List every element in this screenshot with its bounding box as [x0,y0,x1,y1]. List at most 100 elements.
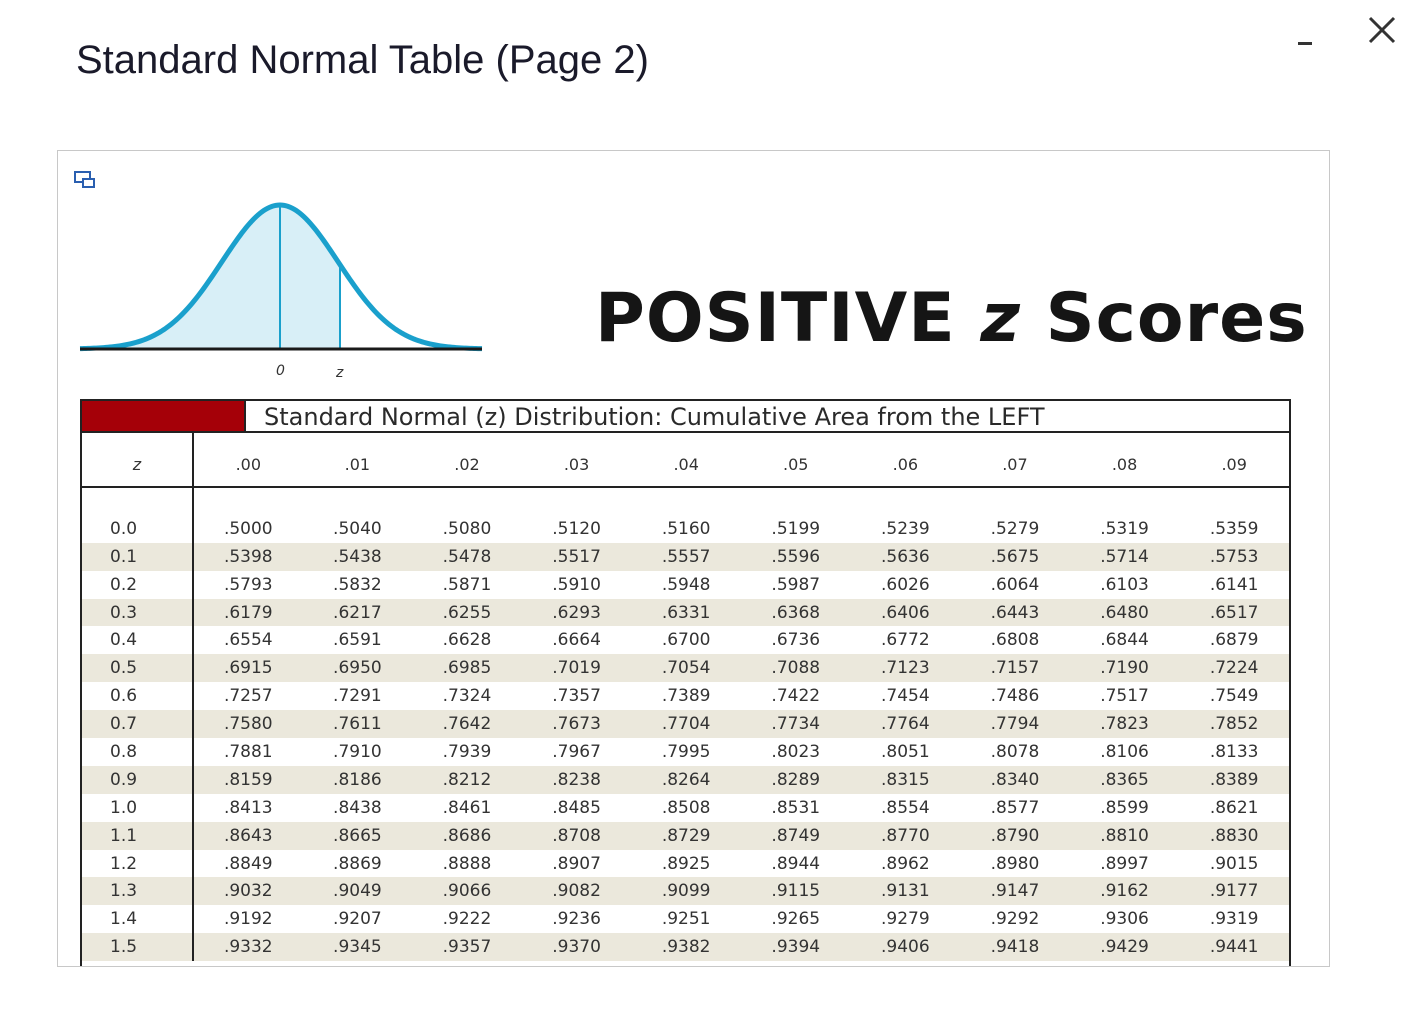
z-value-cell: 1.5 [82,933,194,962]
probability-cell: .7734 [740,710,851,739]
table-row: 0.9.8159.8186.8212.8238.8264.8289.8315.8… [82,765,1289,794]
probability-cell: .9319 [1209,909,1259,930]
curve-label-z: z [335,365,344,381]
close-icon [1368,16,1396,44]
probability-cell: .8264 [631,765,741,794]
z-value-cell: 0.7 [82,710,194,739]
probability-cell: .9394 [740,933,851,962]
probability-cell: .8159 [193,765,303,794]
table-row: 1.3.9032.9049.9066.9082.9099.9115.9131.9… [82,877,1289,906]
close-button[interactable] [1360,14,1404,54]
probability-cell: .7704 [631,710,741,739]
z-value-cell: 1.3 [82,877,194,906]
probability-cell: .7611 [302,710,413,739]
table-banner: Standard Normal (z) Distribution: Cumula… [80,399,1291,433]
probability-cell: .5080 [442,518,492,539]
figure-heading: POSITIVE z Scores [595,279,1308,358]
probability-cell: .7422 [771,686,821,707]
probability-cell: .6700 [661,630,711,651]
table-row: 1.5.9332.9345.9357.9370.9382.9394.9406.9… [82,933,1289,962]
probability-cell: .7823 [1069,710,1180,739]
probability-cell: .8790 [960,821,1070,850]
probability-cell: .8340 [960,765,1070,794]
probability-cell: .6406 [850,598,961,627]
image-frame: 0 z POSITIVE z Scores Standard Normal (z… [57,150,1330,967]
expand-image-icon[interactable] [74,171,96,191]
column-header: .09 [1179,433,1289,488]
probability-cell: .7673 [521,710,632,739]
probability-cell: .5398 [193,542,303,571]
probability-cell: .9279 [881,909,930,930]
banner-text: Standard Normal (z) Distribution: Cumula… [264,403,1045,431]
column-header: .04 [631,433,741,488]
probability-cell: .7224 [1179,654,1289,683]
probability-cell: .9099 [631,877,741,906]
table-row: 0.4 .6554 .6591 .6628 .6664 .6700 .6736 .6772 .6… [82,626,1289,655]
probability-cell: .7549 [1209,686,1259,707]
probability-cell: .8315 [850,765,961,794]
probability-cell: .5753 [1179,542,1289,571]
spacer-row [82,487,1289,515]
z-value-cell: 0.1 [82,542,194,571]
table-row: 0.1.5398.5438.5478.5517.5557.5596.5636.5… [82,542,1289,571]
z-value-cell: 1.1 [82,821,194,850]
z-value-cell: 0.3 [82,598,194,627]
probability-cell: .9177 [1179,877,1289,906]
shaded-area [80,205,340,349]
probability-cell: .8643 [193,821,303,850]
probability-cell: .6915 [193,654,303,683]
probability-cell: .5319 [1100,518,1149,539]
column-header: .01 [302,433,413,488]
probability-cell: .7157 [960,654,1070,683]
probability-cell: .8770 [850,821,961,850]
probability-cell: .9370 [521,933,632,962]
probability-cell: .8289 [740,765,851,794]
probability-cell: .8665 [302,821,413,850]
probability-cell: .5160 [661,518,711,539]
probability-cell: .5675 [960,542,1070,571]
probability-cell: .6591 [333,630,382,651]
dialog-title: Standard Normal Table (Page 2) [76,38,649,82]
probability-cell: .8389 [1179,765,1289,794]
probability-cell: .9418 [960,933,1070,962]
probability-cell: .8599 [1100,797,1149,818]
probability-cell: .6736 [771,630,821,651]
probability-cell: .9115 [740,877,851,906]
probability-cell: .5438 [302,542,413,571]
probability-cell: .7967 [552,741,601,762]
probability-cell: .5793 [223,574,273,595]
z-value-cell: 0.9 [82,765,194,794]
z-value-cell: 0.4 [82,626,194,655]
probability-cell: .7019 [521,654,632,683]
table-body: 0.0 .5000 .5040 .5080 .5120 .5160 .5199 .5239 .5… [82,487,1289,962]
column-header: .06 [850,433,961,488]
probability-cell: .5636 [850,542,961,571]
probability-cell: .8133 [1209,741,1259,762]
probability-cell: .9265 [771,909,821,930]
probability-cell: .8869 [333,853,382,874]
z-value-cell: 1.4 [82,905,194,934]
banner-accent [82,401,246,431]
probability-cell: .9131 [850,877,961,906]
probability-cell: .8106 [1100,741,1149,762]
probability-cell: .5478 [412,542,522,571]
probability-cell: .5279 [990,518,1040,539]
minimize-button[interactable] [1290,14,1320,54]
probability-cell: .7291 [333,686,382,707]
probability-cell: .8944 [771,853,821,874]
probability-cell: .9147 [960,877,1070,906]
probability-cell: .8621 [1209,797,1259,818]
probability-cell: .9292 [990,909,1040,930]
probability-cell: .6808 [990,630,1040,651]
probability-cell: .9032 [193,877,303,906]
probability-cell: .8810 [1069,821,1180,850]
z-column-header: z [82,433,194,488]
column-header: .00 [193,433,303,488]
probability-cell: .6480 [1069,598,1180,627]
probability-cell: .7123 [850,654,961,683]
table-row: 1.0 .8413 .8438 .8461 .8485 .8508 .8531 .8554 .8… [82,793,1289,822]
z-value-cell: 1.0 [82,793,194,822]
probability-cell: .8413 [223,797,273,818]
table-row: 0.3.6179.6217.6255.6293.6331.6368.6406.6… [82,598,1289,627]
column-header: .03 [521,433,632,488]
